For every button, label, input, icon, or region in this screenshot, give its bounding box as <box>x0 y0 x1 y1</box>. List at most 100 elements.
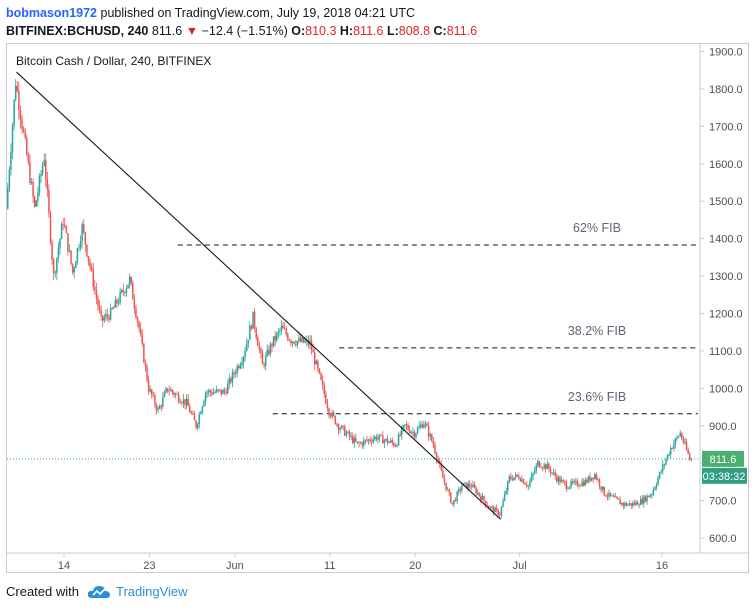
candle <box>668 451 670 457</box>
candle-body <box>328 408 330 416</box>
fib-level-label: 38.2% FIB <box>568 324 626 338</box>
candle <box>488 505 490 508</box>
candle-body <box>552 472 555 474</box>
candle-body <box>272 336 275 347</box>
candle-body <box>674 438 677 444</box>
candle-body <box>92 269 94 287</box>
candle-body <box>579 485 582 487</box>
candle-body <box>332 412 335 416</box>
candle <box>369 436 371 444</box>
candle <box>399 430 401 437</box>
x-tick-label: 16 <box>656 560 668 572</box>
candle <box>416 425 419 435</box>
candle <box>613 493 615 498</box>
candle <box>440 460 443 472</box>
candle <box>45 153 47 188</box>
candle-body <box>676 437 678 439</box>
candle-body <box>380 434 382 436</box>
candle-body <box>181 402 183 404</box>
candle <box>350 432 352 440</box>
candle-body <box>95 289 98 299</box>
tradingview-brand[interactable]: TradingView <box>87 584 188 599</box>
candle <box>287 332 289 342</box>
candle <box>484 500 487 509</box>
candle <box>59 238 61 255</box>
candle <box>380 433 382 436</box>
candle <box>10 143 12 176</box>
candle-body <box>86 244 88 257</box>
candle <box>575 477 577 486</box>
candle-body <box>264 355 267 366</box>
candle <box>563 480 566 486</box>
candle-body <box>241 362 243 365</box>
candle-body <box>502 500 504 507</box>
candle <box>155 402 158 415</box>
candle <box>252 311 254 329</box>
candle-body <box>383 440 386 444</box>
candle <box>249 321 251 340</box>
candle <box>418 421 420 429</box>
candle-body <box>511 478 514 481</box>
candle-body <box>413 431 416 438</box>
candle-body <box>635 501 637 505</box>
candle-body <box>608 492 610 497</box>
author-name[interactable]: bobmason1972 <box>6 6 98 20</box>
candle-body <box>132 283 134 300</box>
candle-body <box>475 487 477 494</box>
candle-body <box>100 309 102 316</box>
candle <box>682 435 685 445</box>
candle <box>413 429 416 440</box>
candle-body <box>630 503 632 506</box>
candle <box>157 405 159 414</box>
candle-body <box>188 406 191 413</box>
candle-body <box>339 428 341 430</box>
candle <box>351 432 354 445</box>
candle-body <box>26 137 28 155</box>
candle <box>257 334 259 347</box>
candle <box>165 386 167 394</box>
candle <box>27 151 30 166</box>
candle-body <box>67 233 69 252</box>
candle <box>611 494 613 497</box>
candle-body <box>228 378 231 384</box>
candle <box>139 322 142 337</box>
candle-body <box>90 267 93 270</box>
candle <box>328 407 330 419</box>
candle <box>113 305 115 309</box>
candle <box>522 478 525 485</box>
candle <box>382 431 384 444</box>
candle-body <box>244 351 246 358</box>
candle <box>154 392 156 408</box>
candle-body <box>524 483 526 485</box>
candle-body <box>37 192 39 201</box>
candle-body <box>187 398 189 407</box>
candle <box>486 501 488 507</box>
candle <box>242 355 245 369</box>
y-tick-label: 1500.0 <box>709 196 743 208</box>
candle <box>442 466 444 479</box>
candle <box>507 480 509 495</box>
candle-body <box>285 329 288 335</box>
candle <box>181 401 183 406</box>
candle <box>378 434 381 442</box>
candle <box>245 337 248 352</box>
candle-body <box>404 424 406 426</box>
chart-frame[interactable] <box>6 43 749 573</box>
y-tick-label: 1200.0 <box>709 308 743 320</box>
candle-body <box>495 507 498 510</box>
candle-body <box>665 459 667 465</box>
candle-body <box>643 496 645 504</box>
candle <box>601 486 604 493</box>
candle <box>92 262 94 292</box>
candle-body <box>654 487 656 490</box>
candle-body <box>158 406 161 409</box>
candle <box>222 388 224 395</box>
candle-body <box>405 424 408 426</box>
candle-body <box>295 343 297 345</box>
candle-body <box>435 452 438 460</box>
candle-body <box>302 337 305 343</box>
candle <box>285 326 288 337</box>
candle-body <box>133 299 136 309</box>
candle <box>122 283 125 297</box>
